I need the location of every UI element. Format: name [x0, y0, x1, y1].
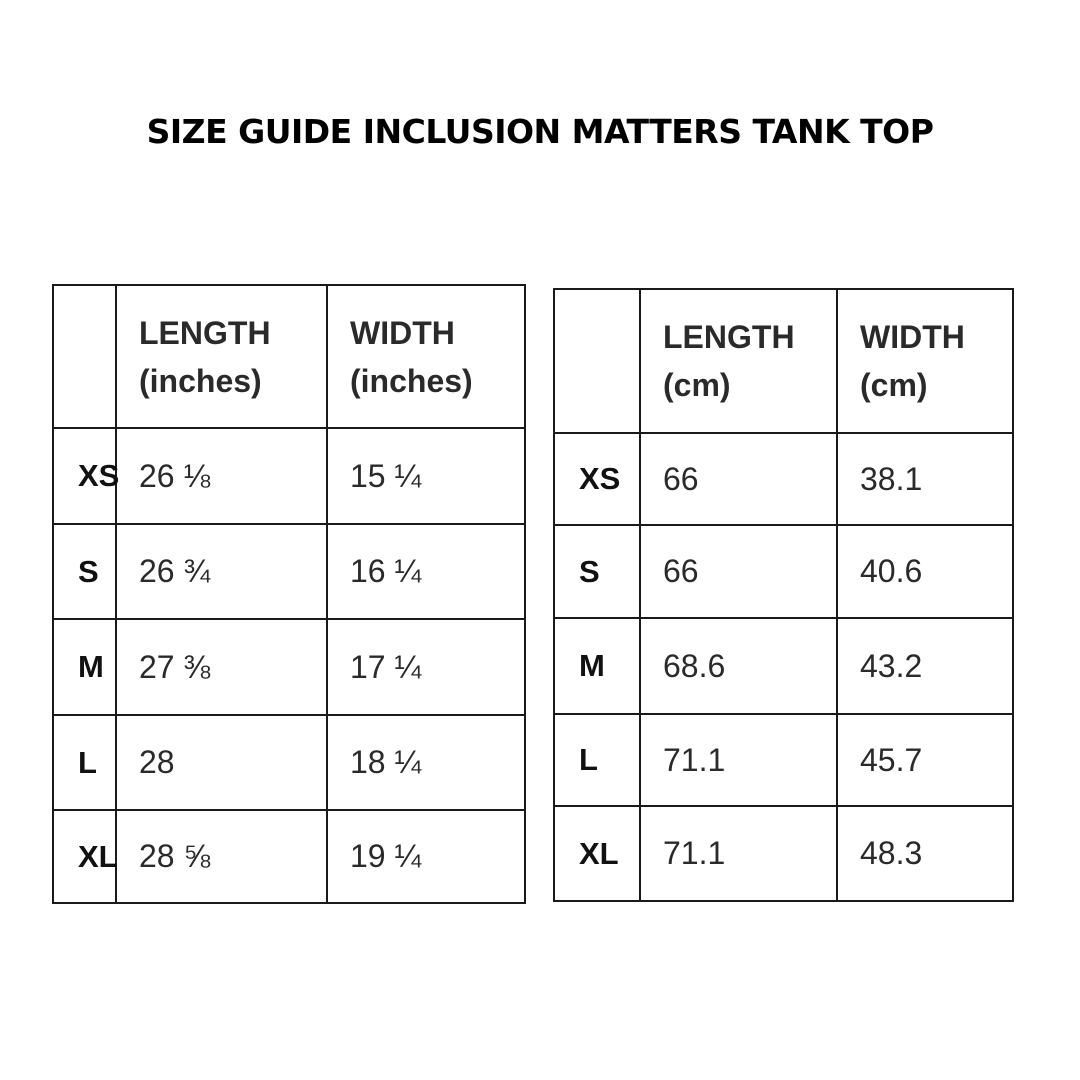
size-label: XL — [52, 809, 118, 904]
width-value: 15 ¼ — [326, 427, 526, 525]
size-label: L — [52, 714, 117, 811]
length-value: 26 ⅛ — [115, 427, 328, 525]
size-label: XS — [553, 432, 641, 526]
length-value: 26 ¾ — [115, 523, 328, 620]
length-value: 66 — [639, 524, 838, 619]
table-row: L 28 18 ¼ — [52, 714, 526, 811]
width-header-unit: (cm) — [860, 367, 928, 403]
length-header-unit: (inches) — [139, 362, 262, 399]
table-row: XS 26 ⅛ 15 ¼ — [52, 427, 526, 525]
size-label: S — [553, 524, 641, 619]
width-header: WIDTH (cm) — [836, 288, 1014, 434]
size-label: L — [553, 713, 641, 807]
length-value: 71.1 — [639, 805, 838, 902]
table-row: S 66 40.6 — [553, 524, 1014, 619]
width-value: 19 ¼ — [326, 809, 526, 904]
width-header-label: WIDTH — [860, 319, 965, 355]
table-header-row: LENGTH (cm) WIDTH (cm) — [553, 288, 1014, 434]
size-label: M — [52, 618, 117, 716]
width-value: 38.1 — [836, 432, 1014, 526]
length-header-label: LENGTH — [663, 319, 795, 355]
size-label: S — [52, 523, 117, 620]
size-label: XS — [52, 427, 119, 525]
table-row: XL 28 ⅝ 19 ¼ — [52, 809, 526, 904]
width-header-unit: (inches) — [350, 362, 473, 399]
length-value: 68.6 — [639, 617, 838, 715]
width-value: 17 ¼ — [326, 618, 526, 716]
width-value: 43.2 — [836, 617, 1014, 715]
length-header: LENGTH (inches) — [115, 284, 328, 429]
length-value: 28 — [115, 714, 328, 811]
length-header-unit: (cm) — [663, 367, 731, 403]
width-value: 18 ¼ — [326, 714, 526, 811]
width-value: 48.3 — [836, 805, 1014, 902]
length-value: 66 — [639, 432, 838, 526]
table-row: XL 71.1 48.3 — [553, 805, 1014, 902]
table-row: M 68.6 43.2 — [553, 617, 1014, 715]
width-header: WIDTH (inches) — [326, 284, 526, 429]
width-value: 45.7 — [836, 713, 1014, 807]
length-header: LENGTH (cm) — [639, 288, 838, 434]
table-row: L 71.1 45.7 — [553, 713, 1014, 807]
width-value: 40.6 — [836, 524, 1014, 619]
length-header-label: LENGTH — [139, 314, 271, 351]
size-table-cm: LENGTH (cm) WIDTH (cm) XS 66 38.1 S 66 4… — [553, 288, 1014, 902]
table-row: S 26 ¾ 16 ¼ — [52, 523, 526, 620]
table-row: XS 66 38.1 — [553, 432, 1014, 526]
length-value: 28 ⅝ — [115, 809, 328, 904]
width-value: 16 ¼ — [326, 523, 526, 620]
corner-cell — [553, 288, 641, 434]
size-table-inches: LENGTH (inches) WIDTH (inches) XS 26 ⅛ 1… — [52, 284, 526, 904]
width-header-label: WIDTH — [350, 314, 455, 351]
corner-cell — [52, 284, 117, 429]
length-value: 71.1 — [639, 713, 838, 807]
table-header-row: LENGTH (inches) WIDTH (inches) — [52, 284, 526, 429]
size-label: XL — [553, 805, 641, 902]
page-title: SIZE GUIDE INCLUSION MATTERS TANK TOP — [146, 112, 934, 151]
table-row: M 27 ⅜ 17 ¼ — [52, 618, 526, 716]
size-label: M — [553, 617, 641, 715]
length-value: 27 ⅜ — [115, 618, 328, 716]
